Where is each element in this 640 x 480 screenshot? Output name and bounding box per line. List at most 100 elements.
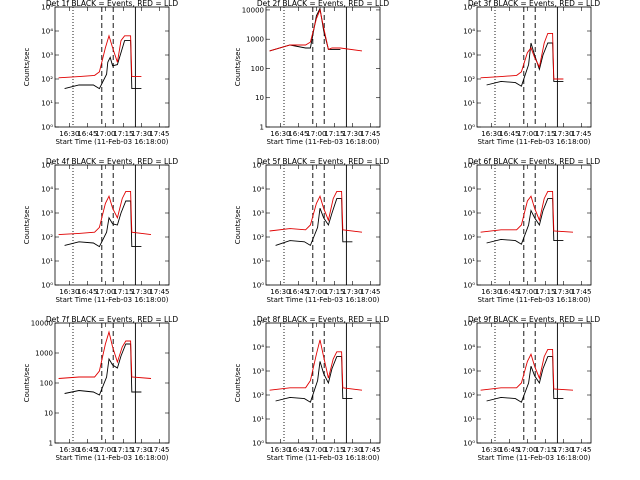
y-tick-label: 10⁰ xyxy=(463,440,475,448)
x-tick-label: 17:00 xyxy=(517,288,537,296)
x-tick-label: 17:15 xyxy=(535,288,555,296)
lld-series xyxy=(58,330,152,379)
y-tick-label: 10 xyxy=(255,94,264,102)
y-axis-label: Counts/sec xyxy=(234,206,242,245)
lld-series xyxy=(269,339,363,391)
x-tick-label: 17:15 xyxy=(535,130,555,138)
y-tick-label: 10⁵ xyxy=(41,162,53,170)
y-tick-label: 10¹ xyxy=(463,416,475,424)
x-tick-label: 17:15 xyxy=(113,288,133,296)
x-tick-label: 17:00 xyxy=(517,446,537,454)
x-tick-label: 17:15 xyxy=(324,446,344,454)
x-tick-label: 16:30 xyxy=(59,446,79,454)
panel-title: Det 1f BLACK = Events, RED = LLD xyxy=(46,0,179,8)
x-tick-label: 17:30 xyxy=(131,130,151,138)
x-tick-label: 17:00 xyxy=(517,130,537,138)
x-tick-label: 17:45 xyxy=(360,446,380,454)
y-tick-label: 10⁰ xyxy=(41,282,53,290)
panel-title: Det 8f BLACK = Events, RED = LLD xyxy=(257,315,390,324)
lld-series xyxy=(480,348,574,391)
detector-panel-9: Det 9f BLACK = Events, RED = LLD 10⁰ 10¹ 10… xyxy=(463,315,600,462)
x-tick-label: 16:45 xyxy=(499,130,519,138)
x-tick-label: 17:30 xyxy=(553,446,573,454)
x-axis-label: Start Time (11-Feb-03 16:18:00) xyxy=(477,138,590,146)
panel-title: Det 7f BLACK = Events, RED = LLD xyxy=(46,315,179,324)
x-tick-label: 17:15 xyxy=(113,130,133,138)
y-tick-label: 10² xyxy=(41,76,53,84)
x-tick-label: 17:45 xyxy=(360,288,380,296)
x-axis-label: Start Time (11-Feb-03 16:18:00) xyxy=(266,138,379,146)
y-tick-label: 10⁴ xyxy=(41,186,53,194)
plot-frame xyxy=(54,6,170,128)
y-axis-label: Counts/sec xyxy=(23,206,31,245)
plot-frame xyxy=(54,322,170,444)
x-tick-label: 17:00 xyxy=(95,288,115,296)
lld-series xyxy=(269,8,363,52)
panel-title: Det 3f BLACK = Events, RED = LLD xyxy=(468,0,601,8)
y-tick-label: 10⁰ xyxy=(463,282,475,290)
x-tick-label: 17:30 xyxy=(342,446,362,454)
x-tick-label: 17:00 xyxy=(306,288,326,296)
y-tick-label: 10² xyxy=(463,392,475,400)
y-tick-label: 10³ xyxy=(463,210,475,218)
y-tick-label: 10² xyxy=(252,392,264,400)
detector-panel-4: Det 4f BLACK = Events, RED = LLD 10⁰ 10¹ 10… xyxy=(23,157,178,304)
y-tick-label: 10⁵ xyxy=(463,4,475,12)
detector-panel-3: Det 3f BLACK = Events, RED = LLD 10⁰ 10¹ 10… xyxy=(463,0,600,146)
x-tick-label: 16:30 xyxy=(481,130,501,138)
x-tick-label: 17:45 xyxy=(571,446,591,454)
x-axis-label: Start Time (11-Feb-03 16:18:00) xyxy=(55,138,168,146)
x-tick-label: 16:45 xyxy=(77,130,97,138)
x-tick-label: 17:30 xyxy=(342,288,362,296)
y-tick-label: 1000 xyxy=(35,350,53,358)
x-tick-label: 17:30 xyxy=(553,130,573,138)
y-tick-label: 10⁵ xyxy=(463,320,475,328)
x-tick-label: 17:45 xyxy=(360,130,380,138)
y-tick-label: 10⁰ xyxy=(252,440,264,448)
y-tick-label: 1 xyxy=(49,440,53,448)
detector-panel-1: Det 1f BLACK = Events, RED = LLD 10⁰ 10¹ 10… xyxy=(23,0,178,146)
events-series xyxy=(486,198,564,245)
events-series xyxy=(64,343,142,396)
y-tick-label: 10³ xyxy=(252,368,264,376)
y-axis-label: Counts/sec xyxy=(234,364,242,403)
x-tick-label: 16:30 xyxy=(59,130,79,138)
x-tick-label: 16:30 xyxy=(270,446,290,454)
y-tick-label: 10⁴ xyxy=(463,344,475,352)
x-tick-label: 16:45 xyxy=(288,130,308,138)
x-tick-label: 17:15 xyxy=(324,130,344,138)
x-tick-label: 17:00 xyxy=(306,130,326,138)
y-tick-label: 10² xyxy=(41,234,53,242)
x-tick-label: 17:45 xyxy=(149,446,169,454)
y-tick-label: 10⁰ xyxy=(252,282,264,290)
y-tick-label: 10000 xyxy=(242,6,264,14)
events-series xyxy=(275,198,353,247)
x-tick-label: 16:45 xyxy=(77,288,97,296)
x-tick-label: 16:45 xyxy=(288,446,308,454)
panel-title: Det 2f BLACK = Events, RED = LLD xyxy=(257,0,390,8)
detector-panel-5: Det 5f BLACK = Events, RED = LLD 10⁰ 10¹ 10… xyxy=(234,157,389,304)
events-series xyxy=(64,40,142,90)
x-tick-label: 17:45 xyxy=(149,288,169,296)
y-tick-label: 10¹ xyxy=(41,258,53,266)
lld-series xyxy=(269,190,363,233)
y-tick-label: 10² xyxy=(463,76,475,84)
y-tick-label: 10³ xyxy=(41,210,53,218)
y-tick-label: 10¹ xyxy=(252,416,264,424)
y-tick-label: 10² xyxy=(252,234,264,242)
y-tick-label: 10⁵ xyxy=(252,320,264,328)
y-tick-label: 10³ xyxy=(463,368,475,376)
plot-frame xyxy=(265,6,381,128)
plot-frame xyxy=(265,322,381,444)
y-tick-label: 10³ xyxy=(41,52,53,60)
x-tick-label: 16:45 xyxy=(499,446,519,454)
y-tick-label: 10⁴ xyxy=(463,28,475,36)
x-axis-label: Start Time (11-Feb-03 16:18:00) xyxy=(55,296,168,304)
x-tick-label: 16:45 xyxy=(77,446,97,454)
x-tick-label: 17:45 xyxy=(571,130,591,138)
y-tick-label: 100 xyxy=(251,65,264,73)
events-series xyxy=(486,356,564,403)
x-tick-label: 17:30 xyxy=(553,288,573,296)
